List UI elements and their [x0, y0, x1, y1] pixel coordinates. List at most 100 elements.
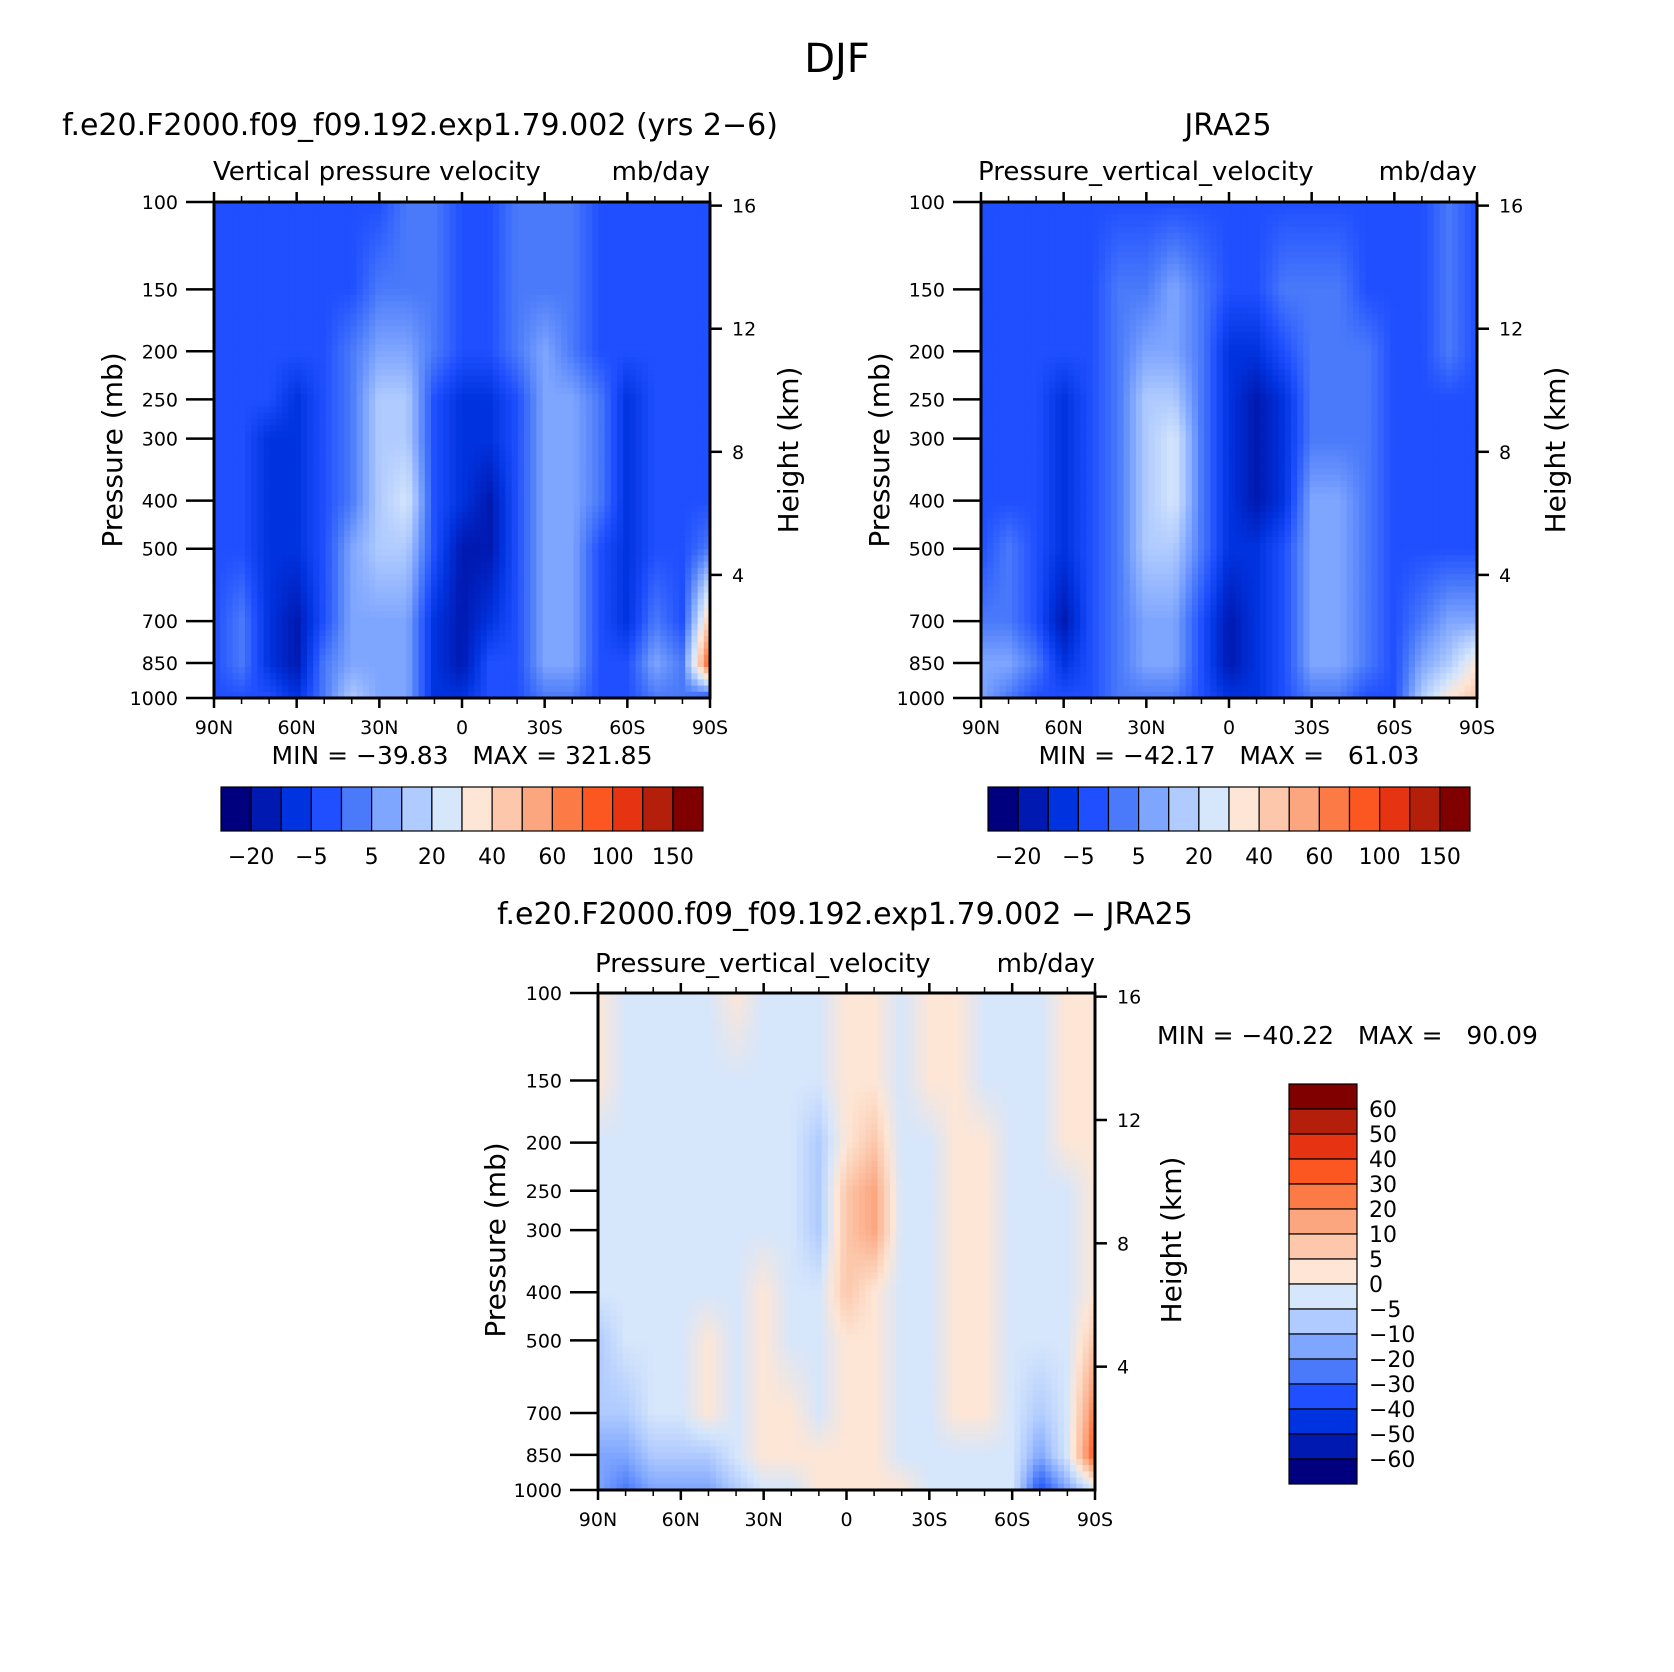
- field-cell: [344, 283, 351, 290]
- field-cell: [233, 481, 240, 488]
- field-cell: [518, 233, 525, 240]
- field-cell: [530, 462, 537, 469]
- field-cell: [518, 506, 525, 513]
- field-cell: [561, 351, 568, 358]
- field-cell: [456, 270, 463, 277]
- field-cell: [450, 376, 457, 383]
- field-cell: [549, 338, 556, 345]
- field-cell: [270, 400, 277, 407]
- field-cell: [332, 295, 339, 302]
- field-cell: [660, 555, 667, 562]
- field-cell: [598, 394, 605, 401]
- field-cell: [369, 444, 376, 451]
- field-cell: [598, 258, 605, 265]
- field-cell: [332, 270, 339, 277]
- field-cell: [536, 413, 543, 420]
- field-cell: [233, 326, 240, 333]
- field-cell: [636, 475, 643, 482]
- field-cell: [611, 351, 618, 358]
- field-cell: [654, 481, 661, 488]
- field-cell: [332, 252, 339, 259]
- field-cell: [580, 221, 587, 228]
- field-cell: [431, 239, 438, 246]
- field-cell: [487, 438, 494, 445]
- field-cell: [406, 543, 413, 550]
- field-cell: [220, 208, 227, 215]
- field-cell: [326, 221, 333, 228]
- field-cell: [487, 450, 494, 457]
- field-cell: [245, 388, 252, 395]
- field-cell: [338, 301, 345, 308]
- field-cell: [344, 332, 351, 339]
- field-cell: [251, 549, 258, 556]
- field-cell: [592, 301, 599, 308]
- field-cell: [629, 363, 636, 370]
- field-cell: [363, 580, 370, 587]
- field-cell: [623, 357, 630, 364]
- field-cell: [319, 227, 326, 234]
- field-cell: [245, 574, 252, 581]
- field-cell: [282, 555, 289, 562]
- field-cell: [617, 574, 624, 581]
- field-cell: [344, 543, 351, 550]
- field-cell: [288, 252, 295, 259]
- field-cell: [437, 227, 444, 234]
- field-cell: [691, 524, 698, 531]
- field-cell: [642, 363, 649, 370]
- field-cell: [667, 283, 674, 290]
- field-cell: [276, 345, 283, 352]
- field-cell: [388, 276, 395, 283]
- field-cell: [536, 301, 543, 308]
- field-cell: [524, 214, 531, 221]
- field-cell: [586, 481, 593, 488]
- field-cell: [450, 462, 457, 469]
- field-cell: [667, 245, 674, 252]
- field-cell: [350, 264, 357, 271]
- field-cell: [375, 252, 382, 259]
- field-cell: [543, 382, 550, 389]
- field-cell: [245, 376, 252, 383]
- field-cell: [691, 227, 698, 234]
- field-cell: [282, 512, 289, 519]
- field-cell: [437, 537, 444, 544]
- field-cell: [394, 357, 401, 364]
- field-cell: [543, 413, 550, 420]
- field-cell: [251, 239, 258, 246]
- field-cell: [462, 493, 469, 500]
- field-cell: [685, 252, 692, 259]
- field-cell: [295, 214, 302, 221]
- field-cell: [406, 208, 413, 215]
- field-cell: [270, 549, 277, 556]
- field-cell: [698, 462, 705, 469]
- field-cell: [462, 338, 469, 345]
- field-cell: [295, 438, 302, 445]
- field-cell: [295, 320, 302, 327]
- field-cell: [481, 407, 488, 414]
- field-cell: [394, 419, 401, 426]
- field-cell: [276, 524, 283, 531]
- field-cell: [288, 531, 295, 538]
- field-cell: [419, 214, 426, 221]
- field-cell: [220, 586, 227, 593]
- field-cell: [493, 400, 500, 407]
- field-cell: [394, 345, 401, 352]
- field-cell: [443, 438, 450, 445]
- field-cell: [419, 475, 426, 482]
- field-cell: [487, 524, 494, 531]
- field-cell: [276, 444, 283, 451]
- field-cell: [295, 419, 302, 426]
- field-cell: [543, 549, 550, 556]
- field-cell: [536, 394, 543, 401]
- field-cell: [226, 506, 233, 513]
- field-cell: [388, 543, 395, 550]
- field-cell: [332, 382, 339, 389]
- field-cell: [400, 233, 407, 240]
- field-cell: [598, 450, 605, 457]
- field-cell: [319, 221, 326, 228]
- field-cell: [462, 574, 469, 581]
- field-cell: [326, 363, 333, 370]
- field-cell: [313, 543, 320, 550]
- field-cell: [326, 233, 333, 240]
- field-cell: [313, 438, 320, 445]
- field-cell: [667, 357, 674, 364]
